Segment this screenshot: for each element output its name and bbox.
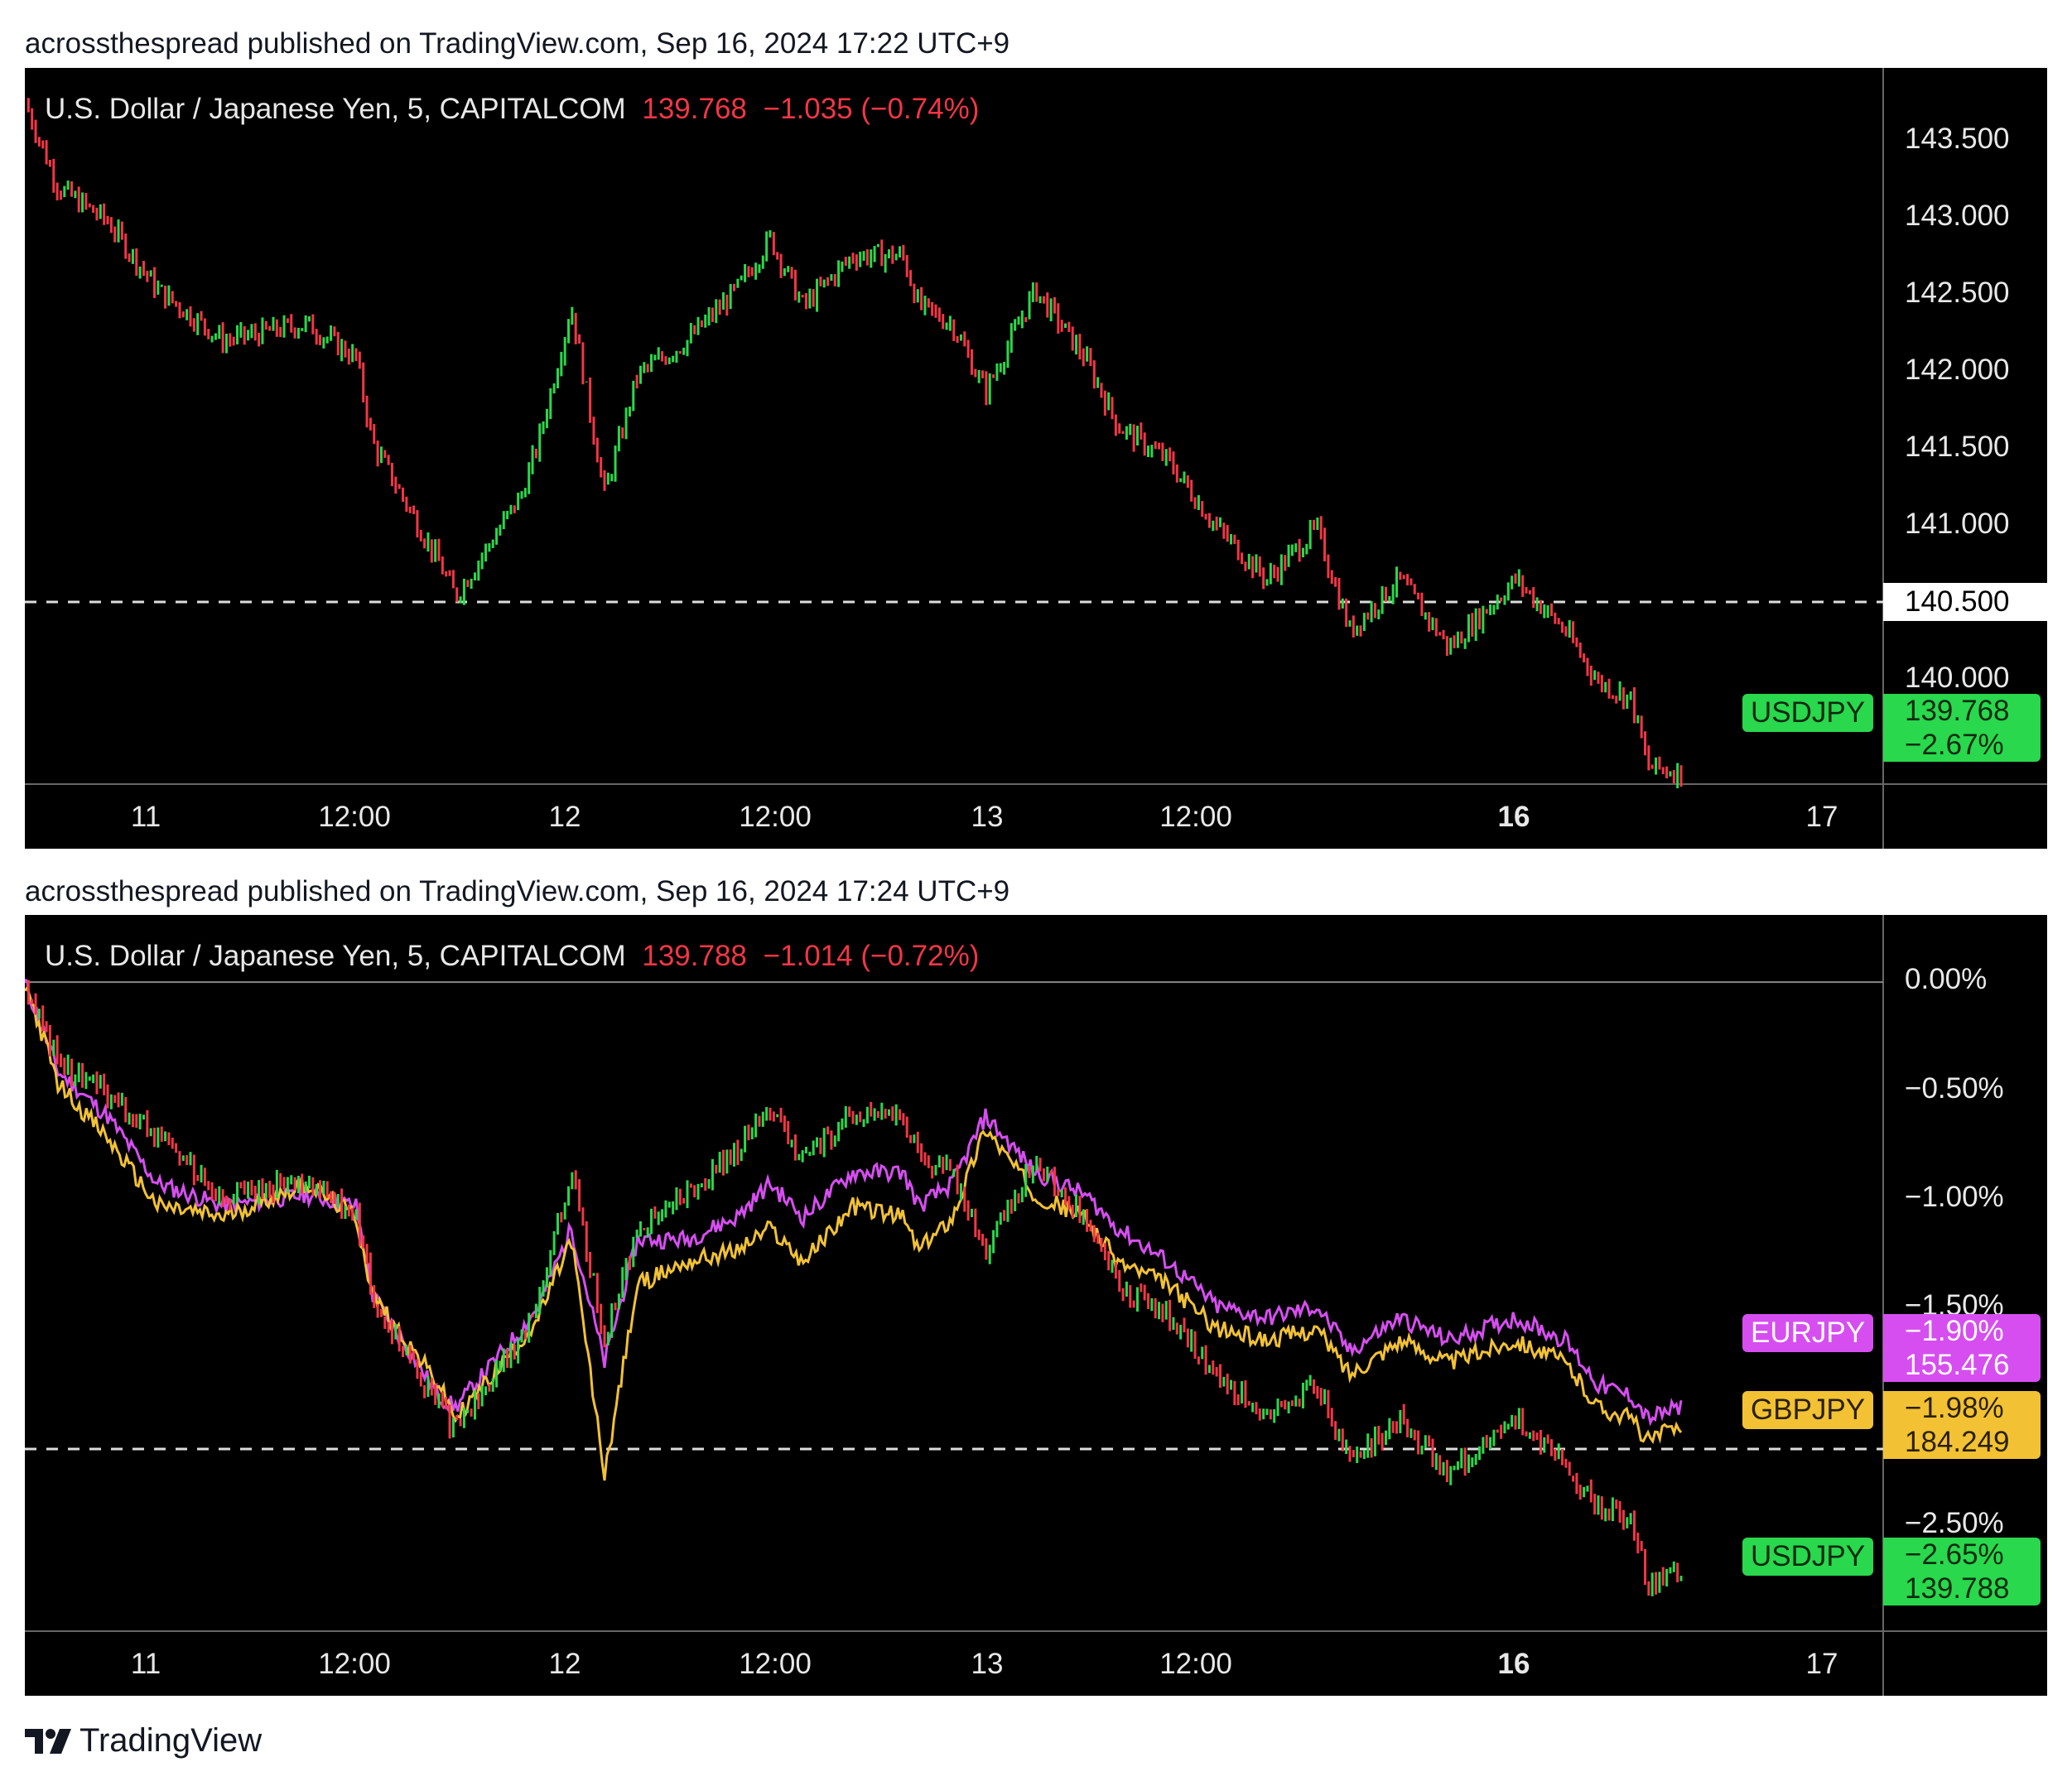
- usdjpy-candles: [28, 980, 1681, 1596]
- x-tick-label: 16: [1498, 1648, 1530, 1681]
- gbpjpy-value-tag: −1.98% 184.249: [1883, 1391, 2041, 1459]
- y-tick-label: 141.000: [1905, 508, 2010, 541]
- y-tick-label: 0.00%: [1905, 963, 1987, 996]
- y-tick-label: −0.50%: [1905, 1072, 2004, 1105]
- gbpjpy-price-value: 184.249: [1905, 1425, 2041, 1459]
- tradingview-logo-text: TradingView: [80, 1722, 262, 1760]
- usdjpy-price-chart[interactable]: U.S. Dollar / Japanese Yen, 5, CAPITALCO…: [25, 68, 2047, 849]
- y-tick-label: −2.50%: [1905, 1507, 2004, 1540]
- eurjpy-symbol-tag: EURJPY: [1742, 1314, 1873, 1352]
- y-tick-label: 140.000: [1905, 662, 2010, 695]
- usdjpy-percent-value: −2.67%: [1905, 728, 2041, 762]
- eurjpy-percent-value: −1.90%: [1905, 1314, 2041, 1348]
- eurjpy-value-tag: −1.90% 155.476: [1883, 1314, 2041, 1382]
- y-tick-label: 143.500: [1905, 123, 2010, 156]
- legend-change: −1.035 (−0.74%): [764, 93, 980, 125]
- chart-legend: U.S. Dollar / Japanese Yen, 5, CAPITALCO…: [45, 93, 979, 126]
- x-tick-label: 16: [1498, 801, 1530, 834]
- legend-symbol: U.S. Dollar / Japanese Yen, 5, CAPITALCO…: [45, 940, 626, 972]
- x-tick-label: 12:00: [318, 1648, 391, 1681]
- x-tick-label: 12:00: [739, 1648, 812, 1681]
- tradingview-logo-icon: [25, 1729, 71, 1754]
- series-line-gbpjpy: [25, 988, 1681, 1480]
- gbpjpy-symbol-tag: GBPJPY: [1742, 1391, 1873, 1429]
- x-tick-label: 11: [131, 1648, 161, 1681]
- y-tick-label: 143.000: [1905, 200, 2010, 233]
- usdjpy-price-value: 139.788: [1905, 1572, 2041, 1605]
- usdjpy-symbol-tag: USDJPY: [1742, 1538, 1873, 1576]
- legend-last-price: 139.768: [642, 93, 747, 125]
- eurjpy-price-value: 155.476: [1905, 1348, 2041, 1382]
- legend-change: −1.014 (−0.72%): [764, 940, 980, 972]
- crosshair-price-label: 140.500: [1883, 583, 2049, 621]
- usdjpy-value-tag: −2.65% 139.788: [1883, 1538, 2041, 1605]
- x-tick-label: 12: [549, 1648, 581, 1681]
- x-tick-label: 12:00: [739, 801, 812, 834]
- usdjpy-price-value: 139.768: [1905, 694, 2041, 728]
- attribution-text: acrossthespread published on TradingView…: [25, 875, 1009, 908]
- x-tick-label: 12:00: [1159, 1648, 1232, 1681]
- legend-symbol: U.S. Dollar / Japanese Yen, 5, CAPITALCO…: [45, 93, 626, 125]
- tradingview-logo[interactable]: TradingView: [25, 1722, 262, 1760]
- chart-legend: U.S. Dollar / Japanese Yen, 5, CAPITALCO…: [45, 940, 979, 973]
- x-tick-label: 17: [1806, 1648, 1838, 1681]
- usdjpy-value-tag: 139.768 −2.67%: [1883, 694, 2041, 762]
- chart-canvas[interactable]: [25, 68, 2047, 849]
- x-tick-label: 12: [549, 801, 581, 834]
- y-tick-label: −1.00%: [1905, 1181, 2004, 1214]
- chart-canvas[interactable]: [25, 915, 2047, 1696]
- attribution-text: acrossthespread published on TradingView…: [25, 27, 1009, 60]
- gbpjpy-percent-value: −1.98%: [1905, 1391, 2041, 1425]
- x-tick-label: 13: [971, 801, 1004, 834]
- y-tick-label: 141.500: [1905, 431, 2010, 464]
- x-tick-label: 13: [971, 1648, 1004, 1681]
- x-tick-label: 17: [1806, 801, 1838, 834]
- x-tick-label: 11: [131, 801, 161, 834]
- y-tick-label: 142.500: [1905, 277, 2010, 310]
- usdjpy-percent-value: −2.65%: [1905, 1538, 2041, 1572]
- legend-last-price: 139.788: [642, 940, 747, 972]
- y-tick-label: 142.000: [1905, 354, 2010, 387]
- jpy-crosses-percent-chart[interactable]: U.S. Dollar / Japanese Yen, 5, CAPITALCO…: [25, 915, 2047, 1696]
- usdjpy-symbol-tag: USDJPY: [1742, 694, 1873, 732]
- x-tick-label: 12:00: [318, 801, 391, 834]
- usdjpy-candles: [28, 98, 1681, 788]
- x-tick-label: 12:00: [1159, 801, 1232, 834]
